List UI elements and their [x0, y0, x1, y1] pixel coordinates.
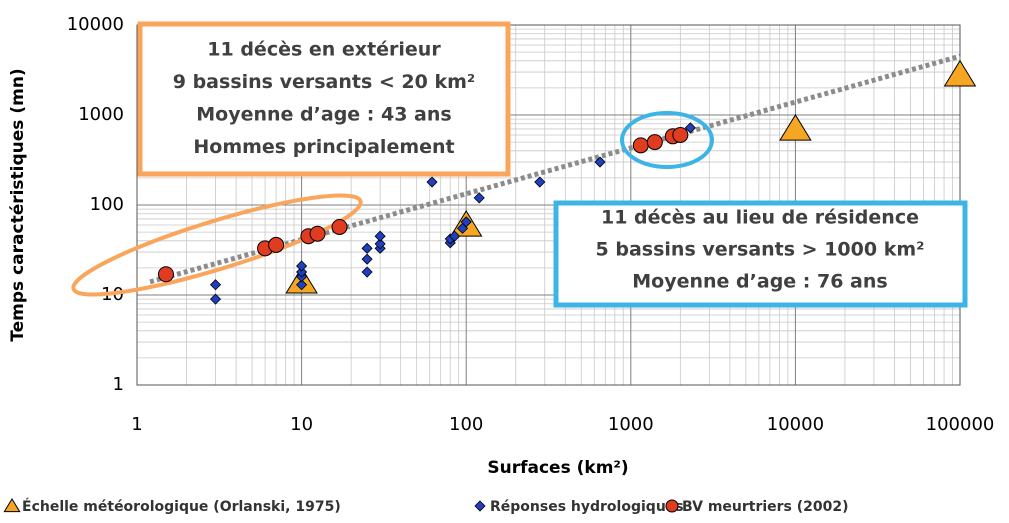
highlight-ellipse — [620, 111, 714, 169]
legend-marker — [474, 500, 486, 512]
legend-marker — [3, 498, 21, 513]
annotation-text: 9 bassins versants < 20 km² — [173, 71, 476, 93]
x-axis-label: Surfaces (km²) — [487, 458, 628, 478]
annotation-text: 11 décès au lieu de résidence — [601, 207, 919, 229]
circle-marker — [672, 126, 689, 143]
diamond-marker — [296, 266, 308, 278]
x-tick-label: 100000 — [926, 414, 995, 435]
triangle-marker — [779, 113, 812, 141]
trendline — [149, 53, 961, 285]
annotation-box — [137, 21, 511, 177]
diamond-marker — [594, 156, 606, 168]
y-axis-label: Temps caractéristiques (mn) — [8, 68, 28, 341]
diamond-marker — [460, 216, 472, 228]
triangle-marker — [943, 59, 977, 87]
annotation-text: 5 bassins versants > 1000 km² — [596, 239, 925, 261]
diamond-marker — [534, 176, 546, 188]
diamond-marker — [449, 230, 461, 242]
circle-marker — [157, 266, 174, 283]
x-tick-label: 1 — [131, 414, 142, 435]
diamond-marker — [296, 279, 308, 291]
diamond-marker — [684, 122, 696, 134]
diamond-marker — [374, 238, 386, 250]
annotation-box — [553, 200, 968, 308]
legend-label: BV meurtriers (2002) — [682, 499, 849, 515]
annotation-text: Moyenne d’age : 76 ans — [632, 271, 887, 293]
annotation-text: Moyenne d’age : 43 ans — [196, 104, 451, 126]
diamond-marker — [361, 266, 373, 278]
x-tick-label: 10 — [290, 414, 313, 435]
y-tick-label: 1000 — [78, 104, 124, 125]
circle-marker — [646, 134, 663, 151]
x-tick-label: 10000 — [767, 414, 824, 435]
diamond-marker — [209, 293, 222, 305]
y-tick-label: 100 — [90, 194, 124, 215]
circle-marker — [268, 236, 285, 253]
x-tick-label: 1000 — [608, 414, 654, 435]
diamond-marker — [209, 279, 222, 291]
legend-label: Réponses hydrologiques — [490, 499, 684, 515]
diamond-marker — [361, 253, 373, 265]
y-tick-label: 10000 — [67, 14, 124, 35]
diamond-marker — [426, 176, 438, 188]
diamond-marker — [296, 260, 308, 272]
legend-label: Échelle météorologique (Orlanski, 1975) — [22, 498, 341, 515]
legend-marker — [665, 499, 679, 513]
diamond-marker — [374, 230, 386, 242]
diamond-marker — [473, 192, 485, 204]
circle-marker — [309, 225, 326, 242]
circle-marker — [632, 137, 649, 154]
y-tick-label: 1 — [113, 374, 124, 395]
diamond-marker — [361, 242, 373, 254]
annotation-text: 11 décès en extérieur — [207, 39, 441, 61]
circle-marker — [331, 218, 348, 235]
highlight-ellipse — [71, 193, 363, 297]
x-tick-label: 100 — [449, 414, 483, 435]
annotation-text: Hommes principalement — [193, 136, 454, 158]
